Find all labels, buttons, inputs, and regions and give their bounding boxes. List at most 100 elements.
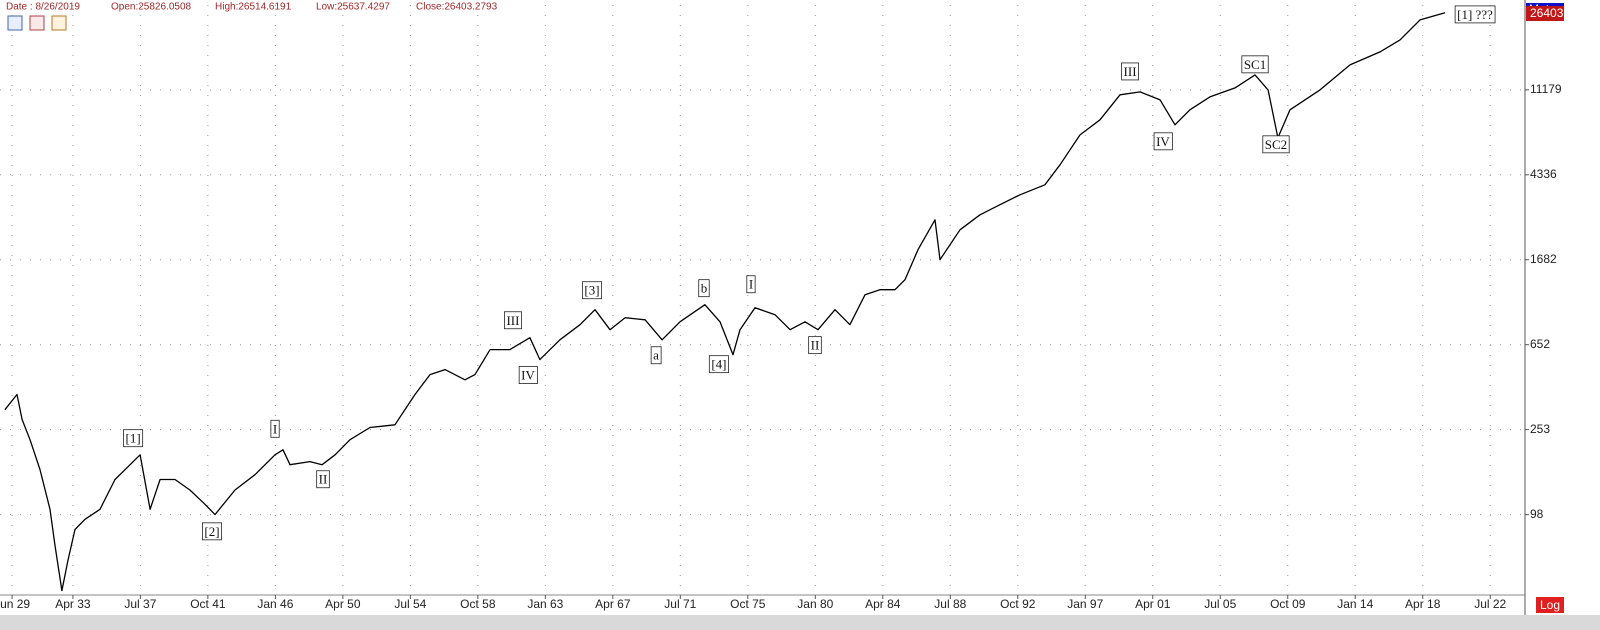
wave-label: [1] bbox=[123, 429, 144, 448]
x-tick-label: Apr 01 bbox=[1135, 597, 1171, 611]
wave-label-box bbox=[1241, 55, 1269, 74]
x-tick-label: Jan 97 bbox=[1067, 597, 1103, 611]
wave-label-text: [4] bbox=[711, 357, 726, 372]
x-tick-label: Jan 14 bbox=[1337, 597, 1373, 611]
wave-label-text: [1] ??? bbox=[1457, 7, 1493, 22]
wave-label: [4] bbox=[708, 355, 729, 374]
wave-label: b bbox=[698, 279, 710, 298]
grid bbox=[0, 5, 1529, 599]
wave-label: IV bbox=[518, 366, 538, 384]
wave-label: SC1 bbox=[1241, 55, 1269, 74]
wave-label: III bbox=[504, 311, 522, 330]
wave-label-text: I bbox=[273, 421, 277, 436]
x-tick-label: Oct 41 bbox=[190, 597, 226, 611]
wave-label-text: SC1 bbox=[1244, 57, 1266, 72]
wave-label-box bbox=[518, 366, 538, 384]
header-open: Open:25826.0508 bbox=[111, 2, 192, 13]
x-tick-label: Jul 88 bbox=[934, 597, 966, 611]
wave-label-text: [1] bbox=[125, 431, 140, 446]
wave-label-box bbox=[582, 281, 603, 300]
wave-label-box bbox=[808, 336, 822, 355]
x-tick-label: Jan 80 bbox=[797, 597, 833, 611]
x-tick-label: Jan 46 bbox=[257, 597, 293, 611]
icon[interactable] bbox=[29, 15, 45, 31]
wave-label: [2] bbox=[202, 522, 222, 541]
wave-label-box bbox=[316, 470, 330, 489]
plot bbox=[4, 12, 1446, 592]
wave-label-box bbox=[746, 275, 756, 294]
wave-label: [3] bbox=[582, 281, 603, 300]
x-tick-label: Jul 37 bbox=[124, 597, 156, 611]
x-tick-label: Jul 71 bbox=[664, 597, 696, 611]
wave-label-box bbox=[1153, 132, 1173, 151]
price-line bbox=[4, 12, 1446, 592]
wave-label-text: b bbox=[701, 281, 708, 296]
status-strip bbox=[0, 615, 1600, 630]
log-button[interactable] bbox=[1536, 597, 1564, 613]
x-tick-label: Oct 92 bbox=[1000, 597, 1036, 611]
y-tick-label: 1682 bbox=[1530, 252, 1557, 266]
y-tick-label: 98 bbox=[1530, 507, 1544, 521]
wave-label-box bbox=[123, 429, 144, 448]
wave-label: III bbox=[1121, 62, 1139, 81]
wave-label: [1] ??? bbox=[1454, 5, 1496, 24]
x-tick-label: Oct 58 bbox=[460, 597, 496, 611]
last-price: 26403 bbox=[1530, 6, 1564, 20]
x-tick-label: Oct 75 bbox=[730, 597, 766, 611]
log-button-label[interactable]: Log bbox=[1540, 598, 1560, 612]
toolbar-icons[interactable] bbox=[7, 15, 67, 31]
y-tick-label: 652 bbox=[1530, 337, 1550, 351]
wave-label-text: [3] bbox=[584, 283, 599, 298]
wave-label: II bbox=[316, 470, 330, 489]
wave-label-box bbox=[270, 419, 280, 438]
wave-label-box bbox=[504, 311, 522, 330]
wave-label-box bbox=[698, 279, 710, 298]
wave-label: I bbox=[746, 275, 756, 294]
x-tick-label: Apr 84 bbox=[865, 597, 901, 611]
header-high: High:26514.6191 bbox=[215, 2, 292, 13]
wave-label-box bbox=[708, 355, 729, 374]
y-tick-label: 4336 bbox=[1530, 167, 1557, 181]
x-tick-label: Jul 22 bbox=[1474, 597, 1506, 611]
wave-label-text: IV bbox=[1156, 134, 1170, 149]
wave-label-text: I bbox=[749, 277, 753, 292]
labels: 98 253 652 1682 4336 11179 Jun 29 Apr 33 Jul 37 O… bbox=[0, 5, 1562, 611]
wave-label-text: a bbox=[653, 348, 659, 363]
wave-label: a bbox=[650, 346, 662, 365]
x-tick-label: Jan 63 bbox=[527, 597, 563, 611]
icon[interactable] bbox=[7, 15, 23, 31]
icon[interactable] bbox=[51, 15, 67, 31]
x-tick-label: Jul 54 bbox=[394, 597, 426, 611]
wave-label-text: SC2 bbox=[1265, 137, 1287, 152]
x-tick-label: Apr 67 bbox=[595, 597, 631, 611]
header-close: Close:26403.2793 bbox=[416, 2, 498, 13]
y-tick-label: 11179 bbox=[1530, 82, 1562, 96]
wave-label: SC2 bbox=[1262, 135, 1290, 154]
wave-label: I bbox=[270, 419, 280, 438]
wave-label-box bbox=[1262, 135, 1290, 154]
wave-label-text: III bbox=[506, 313, 519, 328]
x-tick-label: Jun 29 bbox=[0, 597, 30, 611]
wave-label-text: II bbox=[319, 472, 328, 487]
wave-label: II bbox=[808, 336, 822, 355]
wave-label-box bbox=[202, 522, 222, 541]
wave-label-box bbox=[1121, 62, 1139, 81]
x-tick-label: Jul 05 bbox=[1204, 597, 1236, 611]
x-tick-label: Oct 09 bbox=[1270, 597, 1306, 611]
wave-label-text: IV bbox=[521, 368, 535, 383]
x-tick-label: Apr 18 bbox=[1405, 597, 1441, 611]
header-low: Low:25637.4297 bbox=[316, 2, 390, 13]
wave-label: IV bbox=[1153, 132, 1173, 151]
wave-label-box bbox=[650, 346, 662, 365]
header-date: Date : 8/26/2019 bbox=[6, 2, 80, 13]
wave-label-text: III bbox=[1124, 64, 1137, 79]
price-box bbox=[1526, 6, 1564, 21]
y-tick-label: 253 bbox=[1530, 422, 1550, 436]
wave-label-text: II bbox=[811, 338, 820, 353]
wave-label-text: [2] bbox=[204, 524, 219, 539]
x-tick-label: Apr 50 bbox=[325, 597, 361, 611]
wave-label-box bbox=[1454, 5, 1496, 24]
